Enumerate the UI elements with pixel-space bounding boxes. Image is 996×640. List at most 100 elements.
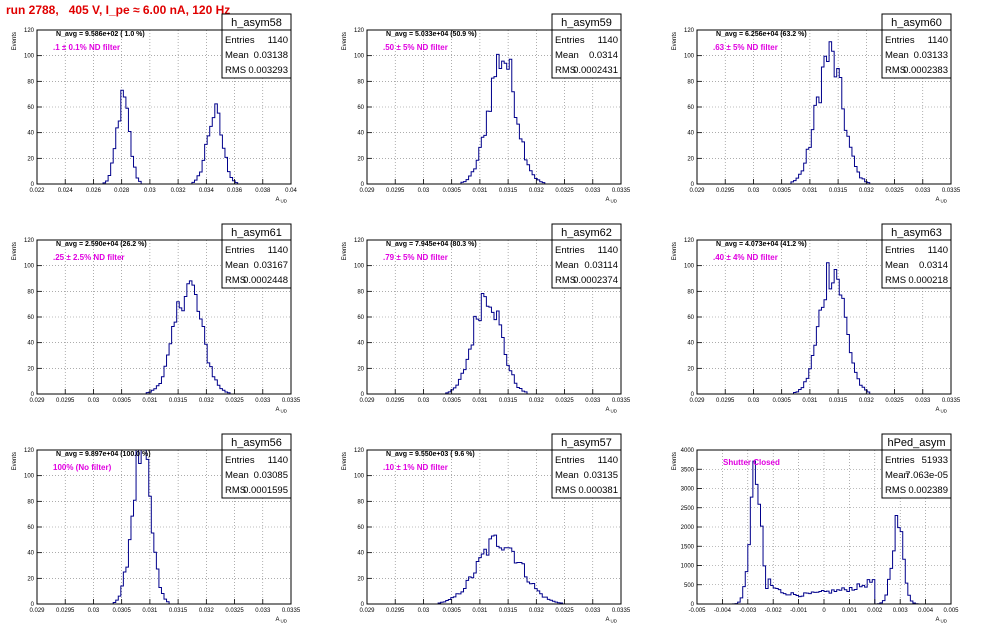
stat-value: 1140: [598, 455, 618, 466]
histogram-panel-h_asym62: 0.029 0.0295 0.03 0.0305 0.031 0.0315 0.032 0.0…: [342, 223, 631, 414]
y-tick-label: 60: [27, 525, 34, 531]
y-tick-label: 20: [357, 576, 364, 582]
x-tick-label: 0.0335: [942, 398, 961, 404]
stat-label: RMS: [225, 485, 246, 496]
y-axis-label: Events: [342, 242, 348, 260]
x-tick-label: 0.029: [359, 608, 375, 614]
stat-label: RMS: [885, 65, 906, 76]
x-tick-label: 0.031: [802, 188, 818, 194]
x-tick-label: 0.0295: [386, 608, 405, 614]
x-tick-label: 0.031: [472, 398, 488, 404]
filter-label: .1 ± 0.1% ND filter: [53, 43, 120, 52]
x-tick-label: 0.0325: [225, 608, 244, 614]
stat-value: 0.03135: [584, 470, 618, 481]
x-tick-label: 0.0325: [555, 188, 574, 194]
x-tick-label: 0.0305: [112, 608, 131, 614]
y-tick-label: 100: [354, 264, 365, 270]
histogram-title: h_asym62: [561, 227, 612, 239]
histogram-title: h_asym56: [231, 437, 282, 449]
x-tick-label: 0.0315: [499, 398, 518, 404]
x-tick-label: 0.033: [585, 608, 601, 614]
x-tick-label: 0.029: [29, 398, 45, 404]
stat-value: 0.0002431: [573, 65, 618, 76]
y-tick-label: 20: [27, 366, 34, 372]
x-tick-label: 0.0315: [499, 608, 518, 614]
histogram-trace: [697, 460, 951, 605]
stat-label: Entries: [555, 245, 585, 256]
y-tick-label: 2500: [681, 506, 695, 512]
x-tick-label: 0.029: [359, 398, 375, 404]
y-tick-label: 40: [357, 341, 364, 347]
x-tick-label: 0.0295: [386, 398, 405, 404]
y-tick-label: 120: [24, 238, 35, 244]
stat-value: 0.03133: [914, 50, 948, 61]
x-tick-label: 0.032: [859, 188, 875, 194]
histogram-trace: [37, 280, 291, 395]
stat-value: 0.03114: [584, 260, 618, 271]
y-tick-label: 20: [687, 366, 694, 372]
x-axis-label: AUD: [935, 197, 947, 204]
stat-label: Entries: [885, 245, 915, 256]
x-tick-label: 0.031: [472, 188, 488, 194]
histogram-trace: [37, 89, 291, 185]
x-tick-label: 0.0295: [56, 608, 75, 614]
x-tick-label: 0.0305: [442, 608, 461, 614]
x-tick-label: 0.0315: [169, 398, 188, 404]
y-axis-label: Events: [672, 32, 678, 50]
x-axis-label: AUD: [935, 617, 947, 624]
histogram-panel-h_asym56: 0.029 0.0295 0.03 0.0305 0.031 0.0315 0.032 0.0…: [12, 433, 301, 624]
y-tick-label: 1500: [681, 544, 695, 550]
x-tick-label: 0.032: [529, 608, 545, 614]
stat-label: Mean: [555, 260, 579, 271]
x-tick-label: 0.0335: [282, 608, 301, 614]
x-tick-label: 0.031: [802, 398, 818, 404]
y-tick-label: 60: [687, 105, 694, 111]
x-tick-label: 0.033: [585, 188, 601, 194]
stat-value: 1140: [928, 245, 948, 256]
y-tick-label: 120: [354, 448, 365, 454]
stat-label: Mean: [225, 260, 249, 271]
filter-label: .40 ± 4% ND filter: [713, 253, 778, 262]
y-tick-label: 0: [361, 602, 365, 608]
y-tick-label: 60: [27, 105, 34, 111]
y-tick-label: 3000: [681, 487, 695, 493]
y-axis-label: Events: [12, 242, 18, 260]
x-tick-label: 0.0335: [282, 398, 301, 404]
stat-label: RMS: [225, 275, 246, 286]
stat-value: 7.063e-05: [905, 470, 948, 481]
stat-label: Mean: [555, 50, 579, 61]
stat-value: 0.003293: [248, 65, 288, 76]
x-tick-label: 0.04: [285, 188, 297, 194]
x-tick-label: 0.033: [915, 188, 931, 194]
filter-label: .79 ± 5% ND filter: [383, 253, 448, 262]
stat-label: RMS: [555, 485, 576, 496]
x-tick-label: 0.0295: [716, 398, 735, 404]
x-tick-label: 0.0315: [829, 398, 848, 404]
histogram-title: h_asym63: [891, 227, 942, 239]
x-tick-label: 0.0305: [772, 398, 791, 404]
histogram-title: h_asym58: [231, 17, 282, 29]
x-tick-label: -0.004: [714, 608, 732, 614]
histogram-panel-h_asym61: 0.029 0.0295 0.03 0.0305 0.031 0.0315 0.032 0.0…: [12, 223, 301, 414]
stat-label: Entries: [555, 455, 585, 466]
y-tick-label: 80: [357, 79, 364, 85]
histogram-title: h_asym61: [231, 227, 282, 239]
x-tick-label: 0.03: [418, 608, 430, 614]
stat-value: 0.0001595: [243, 485, 288, 496]
x-tick-label: 0.03: [418, 398, 430, 404]
y-tick-label: 3500: [681, 467, 695, 473]
x-tick-label: 0.0305: [442, 188, 461, 194]
x-tick-label: 0.0335: [612, 608, 631, 614]
x-tick-label: 0.033: [585, 398, 601, 404]
histogram-trace: [367, 292, 621, 395]
y-axis-label: Events: [672, 242, 678, 260]
stat-label: Mean: [885, 470, 909, 481]
histogram-trace: [367, 534, 621, 605]
y-tick-label: 100: [684, 264, 695, 270]
x-tick-label: 0.033: [915, 398, 931, 404]
stat-label: RMS: [885, 275, 906, 286]
y-tick-label: 0: [31, 602, 35, 608]
x-axis-label: AUD: [935, 407, 947, 414]
y-tick-label: 100: [684, 54, 695, 60]
x-tick-label: 0.029: [689, 398, 705, 404]
